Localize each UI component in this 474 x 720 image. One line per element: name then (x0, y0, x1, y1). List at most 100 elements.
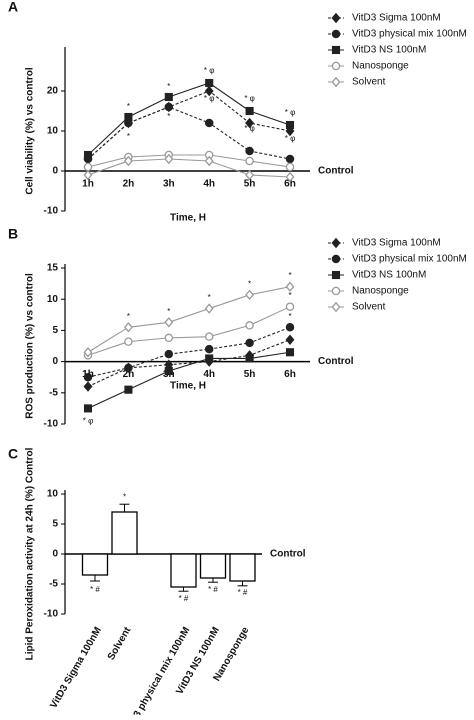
data-point (164, 92, 173, 102)
data-point (83, 169, 93, 181)
reference-label: Control (318, 356, 354, 367)
y-tick-label: -10 (44, 206, 59, 217)
annotation: * φ (244, 94, 255, 103)
legend-marker (331, 45, 341, 55)
series-line (87, 154, 291, 168)
legend-label: VitD3 NS 100nM (352, 270, 426, 281)
data-point (285, 171, 295, 183)
y-tick-label: 0 (52, 166, 58, 177)
y-tick-label: 10 (47, 294, 59, 305)
annotation: * (167, 112, 170, 121)
legend-label: VitD3 Sigma 100nM (352, 13, 441, 24)
series-line (87, 90, 291, 160)
legend-label: VitD3 Sigma 100nM (352, 238, 441, 249)
annotation: * (288, 291, 291, 300)
data-point (123, 155, 133, 167)
annotation: * (127, 132, 130, 141)
data-point (285, 323, 295, 332)
annotation: * (208, 293, 211, 302)
data-point (285, 302, 295, 311)
annotation: * (288, 312, 291, 321)
annotation: * φ (285, 134, 296, 143)
x-tick-label: 2h (123, 179, 135, 190)
annotation: * (167, 307, 170, 316)
data-point (285, 154, 295, 164)
annotation: * φ (83, 417, 94, 426)
data-point (204, 344, 214, 354)
data-point (204, 155, 214, 167)
x-tick-label: 1h (82, 179, 94, 190)
legend-label: Nanosponge (352, 286, 409, 297)
legend-marker (331, 270, 341, 280)
data-point (83, 347, 93, 358)
data-point (245, 354, 254, 363)
y-tick-label: 5 (52, 325, 58, 336)
data-point (245, 106, 254, 116)
x-tick-label: VitD3 physical mix 100nM (122, 625, 193, 715)
x-tick-label: 4h (203, 179, 215, 190)
legend-marker (331, 301, 341, 313)
annotation: * φ (204, 94, 215, 103)
data-point (83, 404, 93, 413)
data-point (204, 85, 214, 97)
data-point (285, 348, 295, 357)
annotation: * # (179, 594, 189, 603)
bar (229, 553, 256, 582)
data-point (124, 337, 133, 346)
y-tick-label: -10 (44, 609, 59, 620)
data-point (164, 333, 174, 343)
data-point (83, 150, 93, 160)
x-tick-label: 5h (244, 369, 256, 380)
x-tick-label: Solvent (106, 625, 134, 662)
data-point (245, 146, 254, 156)
legend-marker (331, 29, 341, 39)
bar (170, 553, 197, 588)
y-tick-label: -10 (44, 419, 59, 430)
data-point (285, 162, 295, 172)
legend-label: Solvent (352, 302, 386, 313)
legend-label: VitD3 physical mix 100nM (352, 254, 467, 265)
legend-marker (331, 286, 341, 296)
data-point (164, 366, 173, 376)
series-line (87, 286, 291, 353)
y-tick-label: 10 (47, 489, 59, 500)
y-tick-label: 5 (52, 519, 58, 530)
annotation: * (167, 82, 170, 91)
y-tick-label: 0 (52, 549, 58, 560)
annotation: * # (90, 585, 100, 594)
annotation: * (127, 102, 130, 111)
data-point (83, 162, 93, 172)
annotation: * (127, 312, 130, 321)
data-point (164, 349, 174, 359)
data-point (164, 153, 174, 165)
data-point (285, 281, 295, 292)
annotation: * (288, 271, 291, 280)
y-tick-label: 15 (47, 263, 59, 274)
reference-label: Control (318, 166, 354, 177)
data-point (245, 156, 254, 166)
legend-marker (331, 61, 341, 71)
data-point (83, 372, 93, 382)
annotation: * φ (204, 66, 215, 75)
data-point (245, 338, 254, 348)
data-point (204, 332, 214, 341)
y-axis-title: Cell viability (%) vs control (25, 67, 36, 194)
x-tick-label: 3h (163, 179, 175, 190)
x-axis-title: Time, H (170, 213, 206, 224)
data-point (123, 322, 133, 333)
series-line (87, 339, 291, 388)
data-point (245, 321, 254, 330)
data-point (164, 102, 174, 112)
data-point (124, 385, 133, 394)
y-tick-label: 10 (47, 126, 59, 137)
data-point (83, 381, 93, 392)
legend-label: Nanosponge (352, 61, 409, 72)
legend-label: VitD3 NS 100nM (352, 45, 426, 56)
panel-label: C (8, 446, 18, 462)
annotation: * φ (285, 108, 296, 117)
data-point (124, 363, 133, 373)
series-line (87, 306, 291, 356)
y-axis-title: ROS production (%) vs control (25, 273, 36, 419)
